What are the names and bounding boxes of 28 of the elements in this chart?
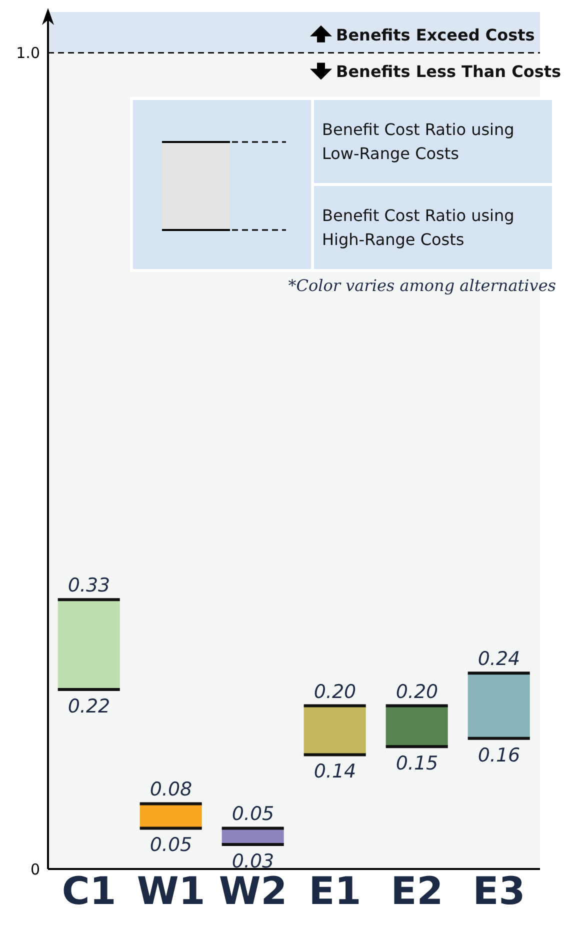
x-tick-label: C1 <box>62 868 116 913</box>
bar <box>468 673 530 738</box>
annotation: 0.20 <box>396 680 438 703</box>
annotation: 0.14 <box>314 760 356 783</box>
annotation: 0.05 <box>232 803 274 826</box>
y-tick-label: 0 <box>30 860 40 878</box>
bar <box>386 706 448 747</box>
band-label: Benefits Exceed Costs <box>336 25 535 44</box>
annotation: 0.08 <box>150 778 192 801</box>
annotation: 0.16 <box>478 744 520 766</box>
annotation: *Color varies among alternatives <box>288 276 556 295</box>
annotation: 0.33 <box>68 574 110 597</box>
x-tick-label: E2 <box>390 868 444 913</box>
x-tick-label: E1 <box>308 868 362 913</box>
annotation: 0.05 <box>150 834 192 856</box>
x-tick-label: E3 <box>472 868 526 913</box>
annotation: Benefit Cost Ratio using Low-Range Costs <box>314 100 552 183</box>
bar <box>304 706 366 755</box>
bar <box>58 600 120 690</box>
annotation: 0.24 <box>478 648 520 670</box>
annotation: Benefit Cost Ratio using High-Range Costs <box>314 186 552 269</box>
annotation: 0.15 <box>396 752 438 775</box>
annotation: 0.20 <box>314 680 356 703</box>
y-tick-label: 1.0 <box>16 44 40 62</box>
annotation: 0.22 <box>68 695 110 718</box>
key-panel: Benefit Cost Ratio using Low-Range Costs Benefit Cost Ratio using High-Range Costs <box>130 97 555 272</box>
x-tick-label: W1 <box>136 868 206 913</box>
legend-label: Benefits Less Than Costs <box>336 62 562 81</box>
